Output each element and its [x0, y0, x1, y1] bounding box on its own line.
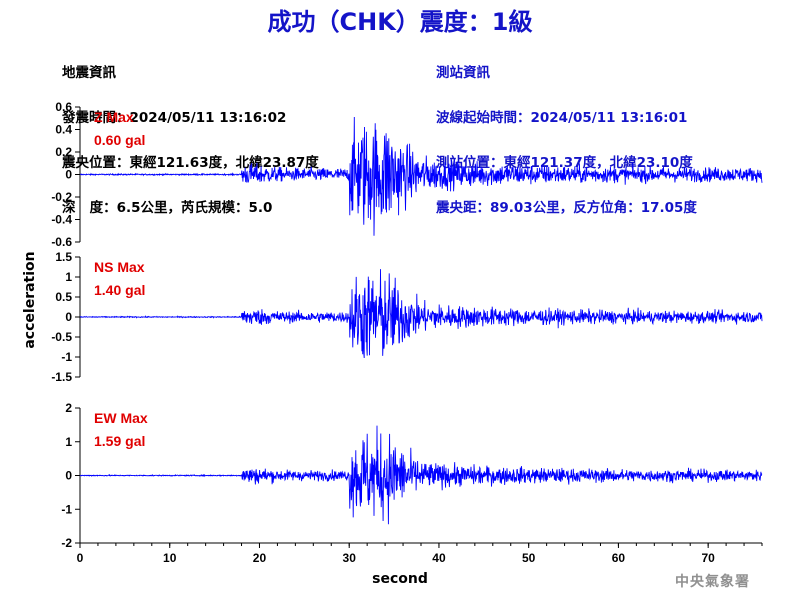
y-tick-label: 0.2 [55, 145, 72, 159]
max-label-ew: EW Max [94, 410, 148, 426]
depth-magnitude: 深 度：6.5公里，芮氏規模：5.0 [62, 200, 273, 216]
y-tick-label: -0.4 [51, 213, 72, 227]
x-tick-label: 0 [77, 551, 84, 565]
x-tick-label: 20 [253, 551, 267, 565]
y-tick-label: -0.6 [51, 235, 72, 249]
y-tick-label: -0.5 [51, 330, 72, 344]
y-tick-label: 0.6 [55, 100, 72, 114]
epicenter: 震央位置：東經121.63度，北緯23.87度 [62, 155, 319, 171]
station-info-heading: 測站資訊 [436, 65, 490, 81]
quake-info-panel: 地震資訊 發震時間：2024/05/11 13:16:02 震央位置：東經121… [62, 36, 319, 231]
x-tick-label: 10 [163, 551, 177, 565]
station-info-panel: 測站資訊 波線起始時間：2024/05/11 13:16:01 測站位置：東經1… [436, 36, 697, 231]
agency-logo: 中央氣象署 [675, 574, 750, 590]
station-location: 測站位置：東經121.37度，北緯23.10度 [436, 155, 693, 171]
x-tick-label: 50 [522, 551, 536, 565]
x-tick-label: 70 [701, 551, 715, 565]
origin-time: 發震時間：2024/05/11 13:16:02 [62, 110, 287, 126]
epicentral-distance: 震央距：89.03公里，反方位角：17.05度 [436, 200, 697, 216]
y-tick-label: 0.4 [55, 123, 72, 137]
y-tick-label: -1 [61, 502, 72, 516]
max-label-z: Z Max [94, 109, 134, 125]
y-tick-label: 1 [65, 270, 72, 284]
x-tick-label: 60 [612, 551, 626, 565]
y-tick-label: 2 [65, 401, 72, 415]
y-tick-label: 0 [65, 168, 72, 182]
x-tick-label: 40 [432, 551, 446, 565]
page-title: 成功（CHK）震度：1級 [267, 8, 533, 36]
max-value-z: 0.60 gal [94, 132, 145, 148]
x-axis-label: second [372, 571, 428, 587]
y-tick-label: 1.5 [55, 250, 72, 264]
max-value-ew: 1.59 gal [94, 433, 145, 449]
y-axis-label: acceleration [22, 251, 38, 349]
max-label-ns: NS Max [94, 259, 145, 275]
x-tick-label: 30 [343, 551, 357, 565]
y-tick-label: 0.5 [55, 290, 72, 304]
waveform-ew [79, 425, 763, 525]
y-tick-label: -1 [61, 350, 72, 364]
arrival-time: 波線起始時間：2024/05/11 13:16:01 [436, 110, 688, 126]
y-tick-label: -1.5 [51, 370, 72, 384]
y-tick-label: -0.2 [51, 190, 72, 204]
waveform-z [79, 116, 763, 236]
waveform-ns [79, 269, 763, 359]
y-tick-label: 1 [65, 435, 72, 449]
y-tick-label: -2 [61, 536, 72, 550]
y-tick-label: 0 [65, 310, 72, 324]
max-value-ns: 1.40 gal [94, 282, 145, 298]
quake-info-heading: 地震資訊 [62, 65, 116, 81]
y-tick-label: 0 [65, 469, 72, 483]
